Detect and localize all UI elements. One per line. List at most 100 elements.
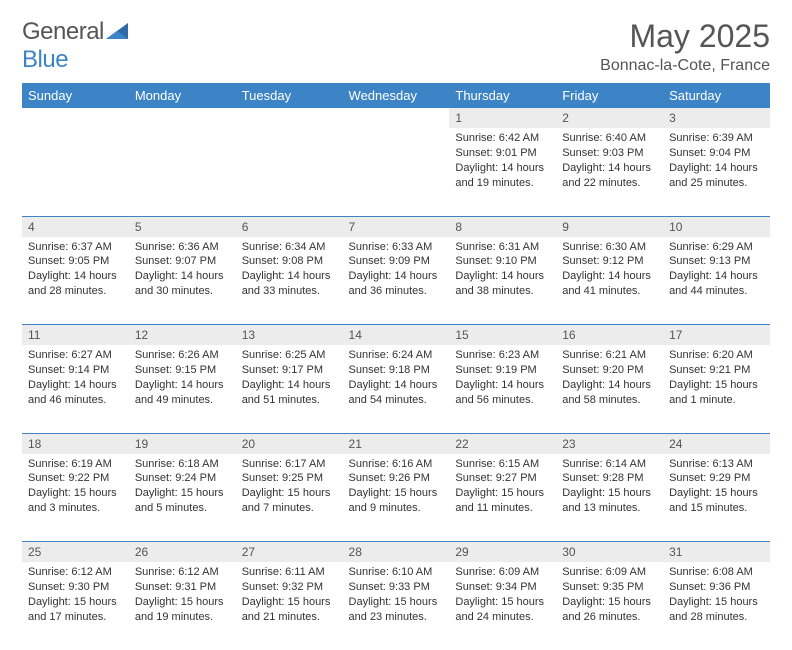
sunrise-text: Sunrise: 6:12 AM: [135, 565, 230, 580]
day-header-row: Sunday Monday Tuesday Wednesday Thursday…: [22, 83, 770, 108]
sunset-text: Sunset: 9:15 PM: [135, 363, 230, 378]
sunset-text: Sunset: 9:09 PM: [349, 254, 444, 269]
sunset-text: Sunset: 9:03 PM: [562, 146, 657, 161]
day-cell: Sunrise: 6:25 AMSunset: 9:17 PMDaylight:…: [236, 345, 343, 433]
daylight-text: Daylight: 15 hours and 1 minute.: [669, 378, 764, 408]
day-cell: Sunrise: 6:09 AMSunset: 9:35 PMDaylight:…: [556, 562, 663, 650]
daylight-text: Daylight: 14 hours and 19 minutes.: [455, 161, 550, 191]
day-content-row: Sunrise: 6:42 AMSunset: 9:01 PMDaylight:…: [22, 128, 770, 216]
day-number: 26: [129, 542, 236, 563]
sunrise-text: Sunrise: 6:36 AM: [135, 240, 230, 255]
day-cell: Sunrise: 6:40 AMSunset: 9:03 PMDaylight:…: [556, 128, 663, 216]
day-cell: Sunrise: 6:15 AMSunset: 9:27 PMDaylight:…: [449, 454, 556, 542]
daylight-text: Daylight: 14 hours and 49 minutes.: [135, 378, 230, 408]
sunrise-text: Sunrise: 6:16 AM: [349, 457, 444, 472]
sunset-text: Sunset: 9:13 PM: [669, 254, 764, 269]
day-cell: Sunrise: 6:10 AMSunset: 9:33 PMDaylight:…: [343, 562, 450, 650]
daylight-text: Daylight: 14 hours and 30 minutes.: [135, 269, 230, 299]
sunrise-text: Sunrise: 6:14 AM: [562, 457, 657, 472]
sunset-text: Sunset: 9:18 PM: [349, 363, 444, 378]
sunrise-text: Sunrise: 6:12 AM: [28, 565, 123, 580]
sunset-text: Sunset: 9:17 PM: [242, 363, 337, 378]
sunset-text: Sunset: 9:35 PM: [562, 580, 657, 595]
day-number: 23: [556, 433, 663, 454]
sunrise-text: Sunrise: 6:20 AM: [669, 348, 764, 363]
day-number: 25: [22, 542, 129, 563]
day-header: Saturday: [663, 83, 770, 108]
sunrise-text: Sunrise: 6:31 AM: [455, 240, 550, 255]
daylight-text: Daylight: 15 hours and 5 minutes.: [135, 486, 230, 516]
daylight-text: Daylight: 15 hours and 19 minutes.: [135, 595, 230, 625]
day-number-row: 18192021222324: [22, 433, 770, 454]
day-number: 14: [343, 325, 450, 346]
day-number: 20: [236, 433, 343, 454]
day-cell: [22, 128, 129, 216]
sunset-text: Sunset: 9:30 PM: [28, 580, 123, 595]
day-number: [129, 108, 236, 128]
day-number: 30: [556, 542, 663, 563]
sunrise-text: Sunrise: 6:13 AM: [669, 457, 764, 472]
day-cell: Sunrise: 6:21 AMSunset: 9:20 PMDaylight:…: [556, 345, 663, 433]
sunrise-text: Sunrise: 6:17 AM: [242, 457, 337, 472]
daylight-text: Daylight: 14 hours and 41 minutes.: [562, 269, 657, 299]
day-cell: Sunrise: 6:37 AMSunset: 9:05 PMDaylight:…: [22, 237, 129, 325]
day-number: [343, 108, 450, 128]
logo-text-a: General: [22, 18, 104, 45]
daylight-text: Daylight: 14 hours and 56 minutes.: [455, 378, 550, 408]
daylight-text: Daylight: 14 hours and 33 minutes.: [242, 269, 337, 299]
daylight-text: Daylight: 14 hours and 28 minutes.: [28, 269, 123, 299]
day-cell: Sunrise: 6:16 AMSunset: 9:26 PMDaylight:…: [343, 454, 450, 542]
sunrise-text: Sunrise: 6:34 AM: [242, 240, 337, 255]
day-header: Wednesday: [343, 83, 450, 108]
sunrise-text: Sunrise: 6:21 AM: [562, 348, 657, 363]
day-number-row: 11121314151617: [22, 325, 770, 346]
sunrise-text: Sunrise: 6:10 AM: [349, 565, 444, 580]
day-number: 18: [22, 433, 129, 454]
daylight-text: Daylight: 15 hours and 7 minutes.: [242, 486, 337, 516]
day-number-row: 123: [22, 108, 770, 128]
sunset-text: Sunset: 9:07 PM: [135, 254, 230, 269]
day-number: 10: [663, 216, 770, 237]
day-number: 6: [236, 216, 343, 237]
sunrise-text: Sunrise: 6:26 AM: [135, 348, 230, 363]
daylight-text: Daylight: 15 hours and 13 minutes.: [562, 486, 657, 516]
sunset-text: Sunset: 9:34 PM: [455, 580, 550, 595]
sunset-text: Sunset: 9:31 PM: [135, 580, 230, 595]
day-header: Friday: [556, 83, 663, 108]
sunrise-text: Sunrise: 6:27 AM: [28, 348, 123, 363]
sunset-text: Sunset: 9:25 PM: [242, 471, 337, 486]
sunset-text: Sunset: 9:33 PM: [349, 580, 444, 595]
day-cell: [343, 128, 450, 216]
day-cell: Sunrise: 6:24 AMSunset: 9:18 PMDaylight:…: [343, 345, 450, 433]
daylight-text: Daylight: 14 hours and 54 minutes.: [349, 378, 444, 408]
sunrise-text: Sunrise: 6:19 AM: [28, 457, 123, 472]
day-number: 11: [22, 325, 129, 346]
day-number-row: 45678910: [22, 216, 770, 237]
sunrise-text: Sunrise: 6:18 AM: [135, 457, 230, 472]
daylight-text: Daylight: 15 hours and 21 minutes.: [242, 595, 337, 625]
daylight-text: Daylight: 14 hours and 58 minutes.: [562, 378, 657, 408]
daylight-text: Daylight: 15 hours and 23 minutes.: [349, 595, 444, 625]
sunset-text: Sunset: 9:21 PM: [669, 363, 764, 378]
day-cell: Sunrise: 6:23 AMSunset: 9:19 PMDaylight:…: [449, 345, 556, 433]
daylight-text: Daylight: 15 hours and 15 minutes.: [669, 486, 764, 516]
daylight-text: Daylight: 14 hours and 25 minutes.: [669, 161, 764, 191]
day-number: 24: [663, 433, 770, 454]
day-number: 4: [22, 216, 129, 237]
daylight-text: Daylight: 14 hours and 44 minutes.: [669, 269, 764, 299]
sunrise-text: Sunrise: 6:23 AM: [455, 348, 550, 363]
sunset-text: Sunset: 9:12 PM: [562, 254, 657, 269]
sunset-text: Sunset: 9:32 PM: [242, 580, 337, 595]
sunset-text: Sunset: 9:01 PM: [455, 146, 550, 161]
sunset-text: Sunset: 9:05 PM: [28, 254, 123, 269]
day-content-row: Sunrise: 6:27 AMSunset: 9:14 PMDaylight:…: [22, 345, 770, 433]
day-cell: Sunrise: 6:17 AMSunset: 9:25 PMDaylight:…: [236, 454, 343, 542]
daylight-text: Daylight: 15 hours and 11 minutes.: [455, 486, 550, 516]
day-cell: Sunrise: 6:19 AMSunset: 9:22 PMDaylight:…: [22, 454, 129, 542]
day-number: 19: [129, 433, 236, 454]
sunset-text: Sunset: 9:28 PM: [562, 471, 657, 486]
sunset-text: Sunset: 9:29 PM: [669, 471, 764, 486]
day-cell: Sunrise: 6:29 AMSunset: 9:13 PMDaylight:…: [663, 237, 770, 325]
day-number: 28: [343, 542, 450, 563]
day-number: 9: [556, 216, 663, 237]
